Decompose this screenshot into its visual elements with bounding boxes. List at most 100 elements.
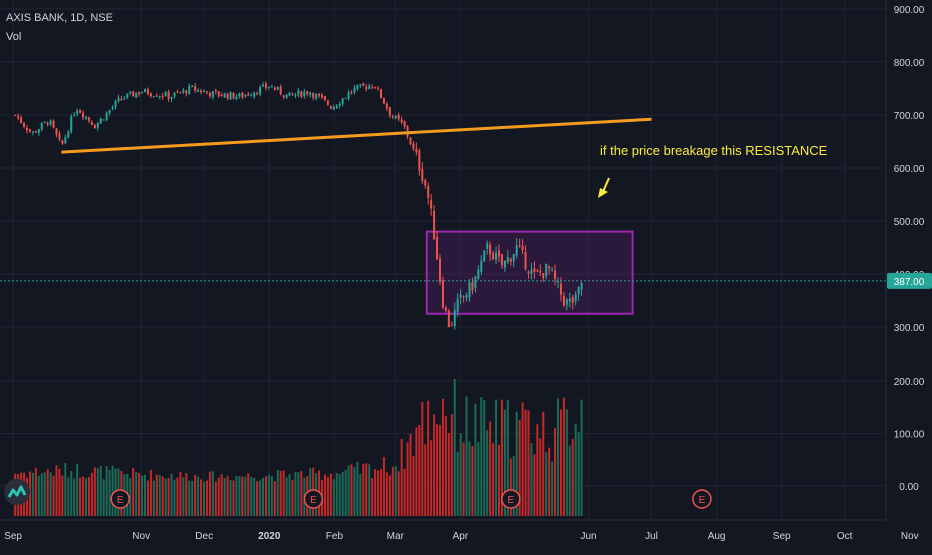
- resistance-trendline[interactable]: [61, 117, 652, 154]
- volume-bar: [61, 475, 64, 516]
- candle-body: [205, 91, 208, 93]
- candle-body: [512, 254, 515, 261]
- time-axis-tick: Oct: [837, 531, 853, 542]
- volume-bar: [527, 410, 530, 516]
- candle-body: [43, 121, 46, 123]
- volume-bar: [559, 409, 562, 516]
- candle-body: [571, 297, 574, 304]
- earnings-marker[interactable]: E: [501, 489, 521, 509]
- volume-bar: [557, 398, 559, 516]
- candle-body: [374, 87, 377, 89]
- volume-bar: [241, 476, 244, 516]
- candle-body: [73, 114, 76, 116]
- candle-body: [200, 90, 203, 93]
- candle-body: [214, 90, 217, 92]
- volume-bar: [518, 419, 521, 516]
- earnings-marker[interactable]: E: [692, 489, 712, 509]
- candle-body: [371, 86, 374, 88]
- candle-body: [70, 116, 73, 132]
- candle-body: [90, 122, 93, 126]
- candle-body: [276, 87, 279, 90]
- candle-body: [394, 115, 397, 118]
- volume-bar: [565, 409, 568, 516]
- time-axis[interactable]: Sep Nov Dec 2020 Feb Mar Apr Jun Jul Aug Sep Oct Nov: [4, 531, 918, 542]
- candle-body: [412, 143, 415, 149]
- price-axis-tick: 300.00: [894, 323, 925, 334]
- volume-bar: [279, 471, 282, 516]
- candle-body: [551, 269, 554, 271]
- candle-body: [79, 109, 82, 113]
- volume-bar: [158, 475, 161, 516]
- candle-body: [489, 244, 492, 255]
- volume-bar: [270, 476, 273, 516]
- earnings-circle: [501, 489, 521, 509]
- volume-bar: [146, 480, 149, 516]
- volume-bar: [244, 476, 247, 516]
- candle-body: [391, 116, 394, 118]
- price-axis-background: [886, 0, 932, 520]
- candle-body: [341, 98, 344, 104]
- volume-bar: [536, 424, 539, 516]
- volume-bar: [93, 467, 96, 516]
- volume-bar: [465, 396, 468, 516]
- volume-bar: [418, 424, 421, 516]
- symbol-title[interactable]: AXIS BANK, 1D, NSE: [6, 12, 113, 24]
- time-axis-tick: Nov: [901, 531, 919, 542]
- candle-body: [241, 92, 244, 98]
- volume-bar: [574, 423, 577, 516]
- volume-bar: [400, 438, 403, 516]
- volume-bar: [129, 478, 132, 516]
- annotation-text[interactable]: if the price breakage this RESISTANCE: [600, 143, 828, 158]
- candle-body: [226, 94, 229, 99]
- volume-bar: [329, 473, 332, 516]
- time-axis-tick: Jul: [645, 531, 658, 542]
- volume-bar: [226, 475, 229, 516]
- volume-bar: [205, 480, 208, 516]
- volume-bar: [256, 481, 259, 516]
- time-axis-tick: Sep: [4, 531, 22, 542]
- earnings-marker[interactable]: E: [110, 489, 130, 509]
- price-axis-tick: 100.00: [894, 430, 925, 441]
- volume-indicator-label[interactable]: Vol: [6, 31, 21, 43]
- volume-bar: [79, 477, 82, 516]
- candle-body: [294, 94, 297, 96]
- volume-bar: [108, 469, 111, 516]
- price-label-text: 387.00: [894, 277, 925, 288]
- volume-bar: [200, 479, 203, 516]
- volume-bar: [58, 468, 61, 516]
- candle-body: [256, 92, 259, 94]
- volume-bar: [138, 473, 141, 516]
- volume-bar: [453, 378, 456, 516]
- time-axis-tick: Apr: [453, 531, 469, 542]
- candle-body: [55, 128, 58, 135]
- volume-bar: [512, 456, 515, 516]
- candle-body: [223, 93, 226, 98]
- candle-body: [288, 92, 291, 96]
- volume-bar: [388, 475, 391, 516]
- candle-body: [509, 258, 512, 262]
- volume-bar: [326, 477, 329, 516]
- candle-body: [117, 97, 120, 102]
- candle-body: [194, 86, 197, 91]
- volume-bar: [492, 443, 495, 516]
- volume-bar: [533, 454, 536, 516]
- candle-body: [152, 96, 155, 98]
- volume-bar: [391, 466, 394, 516]
- volume-bar: [577, 432, 580, 516]
- price-label: 387.00: [887, 272, 932, 289]
- candle-body: [548, 266, 551, 269]
- tradingview-logo[interactable]: [4, 479, 30, 505]
- volume-bar: [214, 481, 217, 516]
- candle-body: [536, 270, 539, 272]
- volume-bar: [182, 477, 185, 516]
- volume-bar: [368, 464, 371, 516]
- volume-bar: [188, 480, 191, 516]
- volume-bar: [161, 476, 164, 516]
- volume-bar: [353, 467, 356, 516]
- time-axis-tick: Dec: [195, 531, 213, 542]
- earnings-marker[interactable]: E: [303, 489, 324, 509]
- volume-bar: [356, 461, 359, 516]
- price-axis-tick: 700.00: [894, 111, 925, 122]
